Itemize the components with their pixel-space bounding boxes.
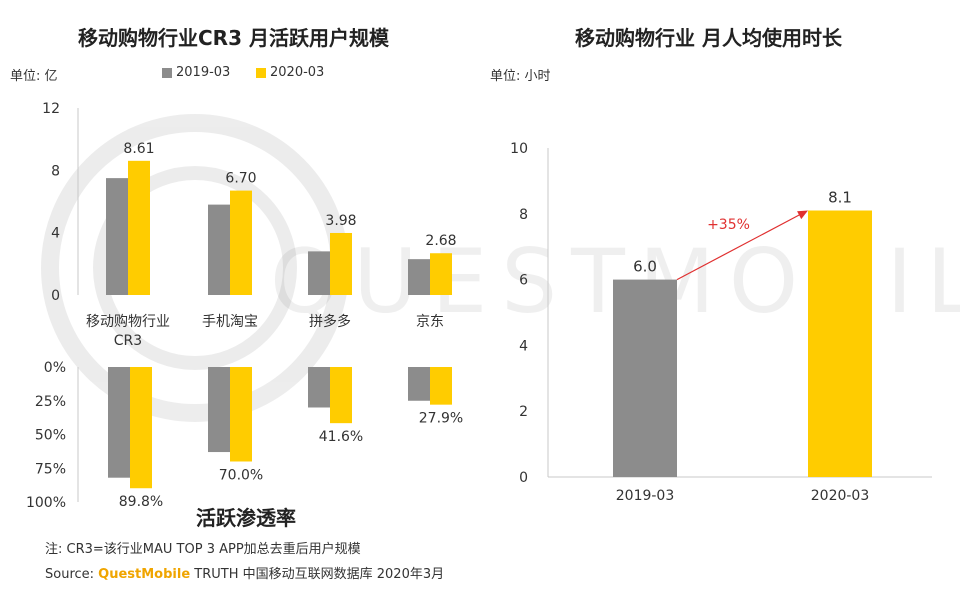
duration-category-label: 2019-03	[616, 488, 675, 504]
mau-bar-2020	[430, 253, 452, 295]
penetration-bar-2020	[130, 367, 152, 489]
mau-bar-2020	[330, 232, 352, 295]
mau-y-tick-label: 4	[51, 226, 60, 242]
left-chart-title: 移动购物行业CR3 月活跃用户规模	[78, 26, 389, 50]
duration-y-tick-label: 10	[510, 141, 528, 157]
mau-category-label: 移动购物行业	[86, 314, 170, 330]
mau-y-tick-label: 8	[51, 163, 60, 179]
penetration-y-tick-label: 75%	[35, 461, 66, 477]
legend-label-2019: 2019-03	[176, 65, 231, 80]
penetration-bar-2020	[330, 367, 352, 424]
growth-arrow-line	[676, 212, 803, 281]
penetration-y-tick-label: 100%	[26, 495, 66, 511]
penetration-bar-2019	[108, 367, 130, 478]
penetration-data-label: 41.6%	[319, 429, 363, 445]
penetration-bar-2019	[208, 367, 230, 453]
legend-swatch-2020	[256, 68, 266, 78]
duration-data-label: 8.1	[828, 189, 852, 207]
mau-bar-2020	[128, 160, 150, 295]
penetration-data-label: 89.8%	[119, 494, 163, 510]
mau-data-label: 3.98	[325, 213, 356, 229]
mau-data-label: 2.68	[425, 233, 456, 249]
duration-y-tick-label: 0	[519, 470, 528, 486]
mau-category-label: CR3	[114, 333, 142, 349]
penetration-y-tick-label: 25%	[35, 394, 66, 410]
legend-swatch-2019	[162, 68, 172, 78]
mau-data-label: 6.70	[225, 171, 256, 187]
duration-y-tick-label: 8	[519, 207, 528, 223]
mau-category-label: 京东	[416, 314, 444, 330]
duration-category-label: 2020-03	[811, 488, 870, 504]
footnote: 注: CR3=该行业MAU TOP 3 APP加总去重后用户规模	[45, 542, 361, 557]
penetration-bar-2019	[408, 367, 430, 401]
penetration-data-label: 70.0%	[219, 468, 263, 484]
right-chart-title: 移动购物行业 月人均使用时长	[575, 26, 842, 50]
left-unit-label: 单位: 亿	[10, 69, 58, 84]
legend-label-2020: 2020-03	[270, 65, 325, 80]
mau-data-label: 8.61	[123, 141, 154, 157]
mau-bar-2019	[408, 259, 430, 295]
penetration-bar-2019	[308, 367, 330, 408]
mau-bar-2020	[230, 190, 252, 295]
right-unit-label: 单位: 小时	[490, 69, 551, 84]
source-rest: TRUTH 中国移动互联网数据库 2020年3月	[194, 567, 445, 582]
mau-bar-2019	[106, 178, 128, 295]
source-line: Source: QuestMobile TRUTH 中国移动互联网数据库 202…	[45, 563, 444, 582]
source-brand: QuestMobile	[98, 567, 191, 582]
duration-y-tick-label: 4	[519, 338, 528, 354]
penetration-bar-2020	[230, 367, 252, 462]
duration-bar-2019-03	[613, 279, 677, 477]
mau-y-tick-label: 12	[42, 101, 60, 117]
duration-y-tick-label: 2	[519, 404, 528, 420]
penetration-title: 活跃渗透率	[196, 506, 296, 530]
mau-bar-2019	[208, 204, 230, 295]
duration-data-label: 6.0	[633, 258, 657, 276]
growth-arrow-head	[797, 210, 808, 220]
penetration-y-tick-label: 50%	[35, 428, 66, 444]
mau-category-label: 拼多多	[309, 313, 351, 330]
growth-annotation: +35%	[707, 217, 750, 233]
penetration-data-label: 27.9%	[419, 411, 463, 427]
source-prefix: Source:	[45, 567, 95, 582]
mau-category-label: 手机淘宝	[202, 314, 258, 330]
penetration-y-tick-label: 0%	[44, 360, 66, 376]
mau-bar-2019	[308, 251, 330, 295]
duration-bar-2020-03	[808, 210, 872, 477]
duration-y-tick-label: 6	[519, 273, 528, 289]
mau-y-tick-label: 0	[51, 288, 60, 304]
penetration-bar-2020	[430, 367, 452, 405]
